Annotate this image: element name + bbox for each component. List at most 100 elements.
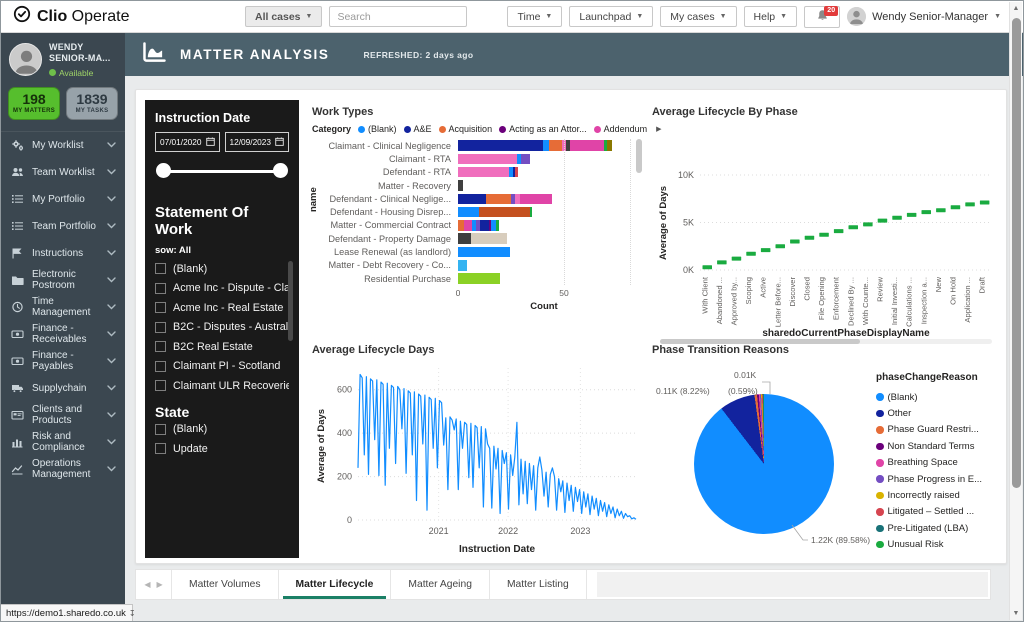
sidebar-item-time-management[interactable]: Time Management <box>1 294 125 321</box>
bar-segment[interactable] <box>513 166 516 178</box>
user-menu[interactable]: Wendy Senior-Manager ▼ <box>847 7 1001 26</box>
state-option[interactable]: Update <box>155 439 289 459</box>
bar-segment[interactable] <box>458 193 486 205</box>
bar-row[interactable]: Matter - Commercial Contract <box>312 219 644 232</box>
bar-segment[interactable] <box>480 220 489 231</box>
bar-segment[interactable] <box>561 140 567 151</box>
work-types-chart[interactable]: Work Types Category (Blank) A&E Acquisition… <box>308 106 662 338</box>
app-logo[interactable]: Clio Operate <box>13 5 129 28</box>
sow-option[interactable]: B2C Real Estate <box>155 337 289 357</box>
bar-segment[interactable] <box>510 193 516 205</box>
legend-item[interactable]: Phase Progress in E... <box>876 471 982 487</box>
launchpad-dropdown[interactable]: Launchpad ▼ <box>569 6 654 27</box>
bar-segment[interactable] <box>520 193 553 205</box>
checkbox[interactable] <box>155 321 166 333</box>
bar-row[interactable]: Defendant - Housing Disrep... <box>312 205 644 218</box>
bar-segment[interactable] <box>517 153 521 165</box>
legend-item[interactable]: Non Standard Terms <box>876 438 982 454</box>
my-cases-dropdown[interactable]: My cases ▼ <box>660 6 737 27</box>
checkbox[interactable] <box>155 302 166 314</box>
tab-scroll-arrows[interactable]: ◀ ▶ <box>136 570 172 599</box>
date-from-input[interactable]: 07/01/2020 <box>155 132 220 152</box>
my-matters-button[interactable]: 198 MY MATTERS <box>8 86 60 120</box>
bar-row[interactable]: Residential Purchase <box>312 272 644 285</box>
sow-option[interactable]: B2C - Disputes - Australia <box>155 318 289 338</box>
bar-segment[interactable] <box>542 140 550 151</box>
pie[interactable] <box>694 394 834 534</box>
line-chart-svg[interactable]: 0 200 400 600 2021 2022 2023 Average of Days Ins… <box>312 358 644 558</box>
bar-segment[interactable] <box>458 246 510 258</box>
checkbox[interactable] <box>155 263 166 275</box>
bar-segment[interactable] <box>566 140 571 151</box>
checkbox[interactable] <box>155 423 166 435</box>
bar-segment[interactable] <box>458 260 467 271</box>
notifications-button[interactable]: 20 <box>804 5 841 28</box>
legend-item[interactable]: Acting as an Attor... <box>499 124 587 134</box>
legend-item[interactable]: Unusual Risk <box>876 537 982 553</box>
bar-segment[interactable] <box>515 166 519 178</box>
legend-more-arrow-icon[interactable]: ▶ <box>656 126 662 133</box>
bar-segment[interactable] <box>479 206 531 218</box>
chart-scrollbar-thumb[interactable] <box>636 139 642 173</box>
bar-segment[interactable] <box>515 193 521 205</box>
scrollbar-thumb[interactable] <box>1012 18 1021 488</box>
bar-segment[interactable] <box>458 233 471 244</box>
sidebar-item-team-portfolio[interactable]: Team Portfolio <box>1 213 125 240</box>
bar-row[interactable]: Defendant - Clinical Neglige... <box>312 192 644 205</box>
profile-card[interactable]: WENDY SENIOR-MA... Available <box>1 33 125 85</box>
checkbox[interactable] <box>155 360 166 372</box>
phase-chart-svg[interactable]: 0K 5K 10K With Client Abandoned ... Approved … <box>652 120 1000 344</box>
legend-item[interactable]: Breathing Space <box>876 455 982 471</box>
state-option[interactable]: (Blank) <box>155 420 289 440</box>
lifecycle-by-phase-chart[interactable]: Average Lifecycle By Phase 0K 5K 10K With C… <box>652 106 1000 344</box>
sidebar-item-team-worklist[interactable]: Team Worklist <box>1 159 125 186</box>
bar-segment[interactable] <box>488 220 491 231</box>
scroll-down-arrow-icon[interactable]: ▼ <box>1012 610 1020 617</box>
bar-segment[interactable] <box>458 166 509 178</box>
bar-segment[interactable] <box>604 140 608 151</box>
sidebar-item-clients-and-products[interactable]: Clients and Products <box>1 402 125 429</box>
bar-row[interactable]: Defendant - Property Damage <box>312 232 644 245</box>
sow-option[interactable]: (Blank) <box>155 259 289 279</box>
sidebar-item-finance-payables[interactable]: Finance - Payables <box>1 348 125 375</box>
bar-segment[interactable] <box>520 153 531 165</box>
search-input[interactable] <box>329 6 468 27</box>
checkbox[interactable] <box>155 341 166 353</box>
bar-segment[interactable] <box>458 206 480 218</box>
tab-matter-listing[interactable]: Matter Listing <box>490 570 587 599</box>
bar-segment[interactable] <box>458 273 501 284</box>
bar-segment[interactable] <box>570 140 605 151</box>
bar-segment[interactable] <box>530 206 533 218</box>
legend-item[interactable]: Incorrectly raised <box>876 487 982 503</box>
bar-segment[interactable] <box>458 220 465 231</box>
bar-segment[interactable] <box>508 166 514 178</box>
lifecycle-days-chart[interactable]: Average Lifecycle Days 0 200 400 600 2021 202… <box>312 344 644 556</box>
phase-transition-chart[interactable]: Phase Transition Reasons 0.01K 0.11K (8.2… <box>652 344 1000 556</box>
bar-segment[interactable] <box>490 220 497 231</box>
legend-item[interactable]: (Blank) <box>358 124 397 134</box>
bar-row[interactable]: Lease Renewal (as landlord) <box>312 245 644 258</box>
bar-segment[interactable] <box>458 140 543 151</box>
bar-segment[interactable] <box>458 180 464 191</box>
bar-row[interactable]: Claimant - RTA <box>312 152 644 165</box>
bar-segment[interactable] <box>464 220 472 231</box>
legend-item[interactable]: (Blank) <box>876 389 982 405</box>
sidebar-item-electronic-postroom[interactable]: Electronic Postroom <box>1 267 125 294</box>
sow-option[interactable]: Acme Inc - Dispute - Clai... <box>155 279 289 299</box>
legend-item[interactable]: Pre-Litigated (LBA) <box>876 520 982 536</box>
bar-segment[interactable] <box>496 220 500 231</box>
tab-matter-ageing[interactable]: Matter Ageing <box>391 570 490 599</box>
slider-handle-right[interactable] <box>273 163 288 178</box>
legend-item[interactable]: Other <box>876 405 982 421</box>
bar-row[interactable]: Matter - Recovery <box>312 179 644 192</box>
sidebar-item-my-portfolio[interactable]: My Portfolio <box>1 186 125 213</box>
sidebar-item-operations-management[interactable]: Operations Management <box>1 456 125 483</box>
legend-item[interactable]: Acquisition <box>438 124 492 134</box>
bar-segment[interactable] <box>458 153 518 165</box>
bar-segment[interactable] <box>485 193 511 205</box>
sidebar-item-supplychain[interactable]: Supplychain <box>1 375 125 402</box>
checkbox[interactable] <box>155 380 166 392</box>
help-dropdown[interactable]: Help ▼ <box>743 6 798 27</box>
time-dropdown[interactable]: Time ▼ <box>507 6 563 27</box>
legend-item[interactable]: Phase Guard Restri... <box>876 422 982 438</box>
